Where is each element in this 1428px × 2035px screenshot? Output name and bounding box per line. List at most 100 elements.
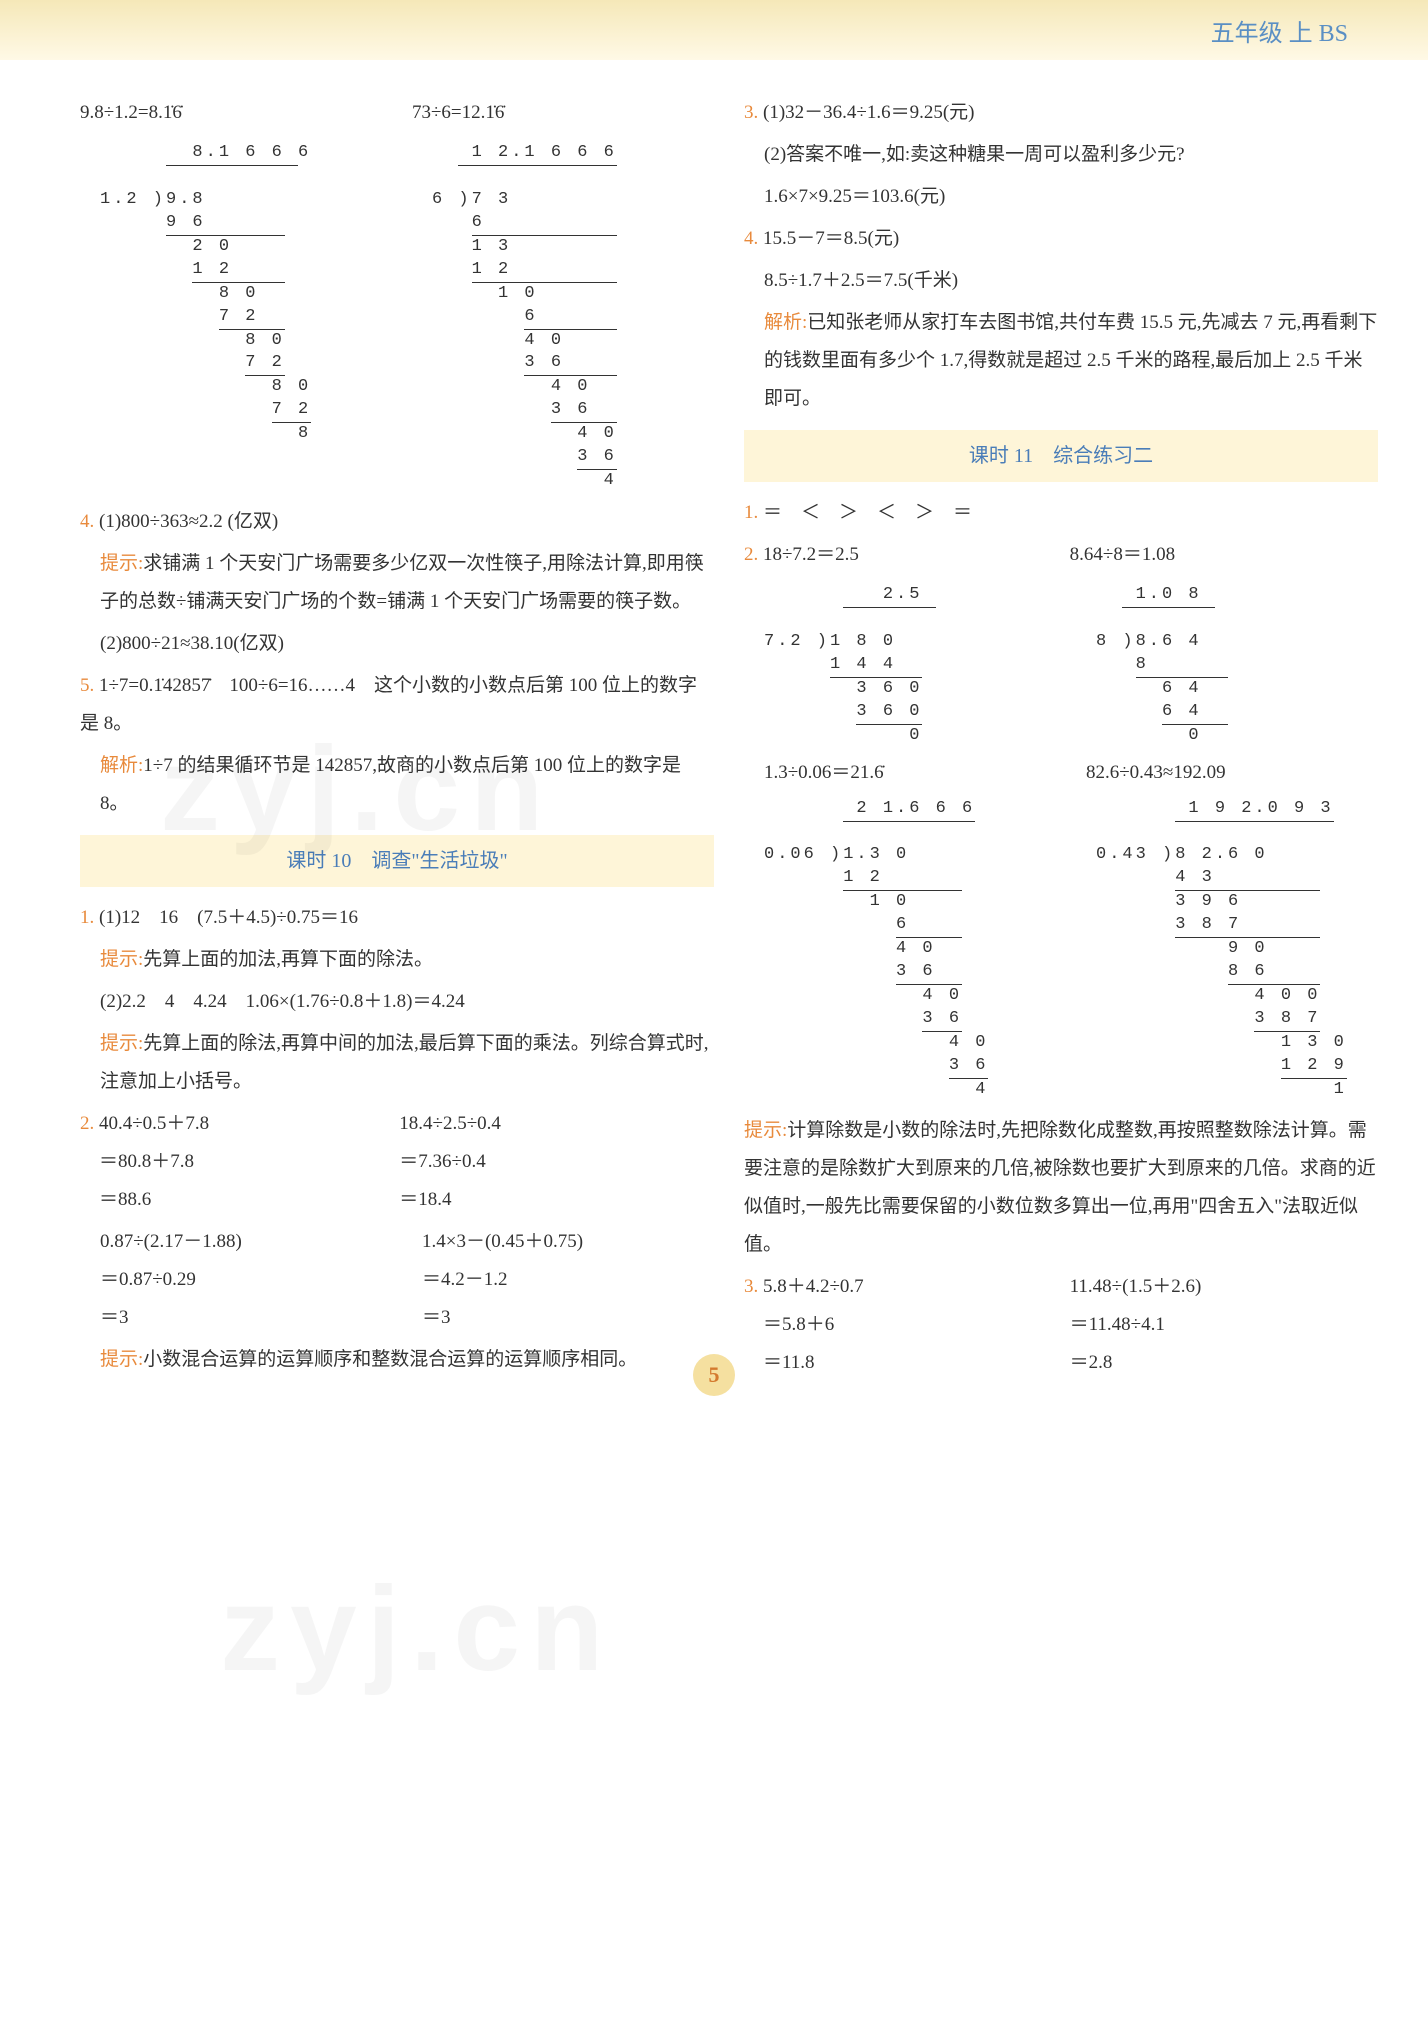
tip-block: 提示:计算除数是小数的除法时,先把除数化成整数,再按照整数除法计算。需要注意的是… xyxy=(744,1112,1378,1264)
answer-text: 15.5－7＝8.5(元) xyxy=(763,228,899,249)
calc-block: 40.4÷0.5＋7.8 ＝80.8＋7.8 ＝88.6 xyxy=(99,1105,369,1219)
answer-text: 8.5÷1.7＋2.5＝7.5(千米) xyxy=(744,262,1378,300)
page-header: 五年级 上 BS xyxy=(0,0,1428,60)
question-number: 2. xyxy=(80,1113,94,1134)
explain-block: 解析:已知张老师从家打车去图书馆,共付车费 15.5 元,先减去 7 元,再看剩… xyxy=(744,304,1378,418)
long-division: 1 9 2.0 9 3 0.43 )8 2.6 0 4 3 3 9 6 3 8 … xyxy=(1096,798,1378,1102)
answer-text: (2)答案不唯一,如:卖这种糖果一周可以盈利多少元? xyxy=(744,136,1378,174)
tip-block: 提示:求铺满 1 个天安门广场需要多少亿双一次性筷子,用除法计算,即用筷子的总数… xyxy=(80,545,714,621)
question-1: 1. ＝ ＜ ＞ ＜ ＞ ＝ xyxy=(744,494,1378,532)
section-title: 课时 10 调查"生活垃圾" xyxy=(80,835,714,887)
question-2: 2. 40.4÷0.5＋7.8 ＝80.8＋7.8 ＝88.6 18.4÷2.5… xyxy=(80,1105,714,1219)
question-number: 1. xyxy=(80,907,94,928)
calc-expr: 1.4×3－(0.45＋0.75) xyxy=(422,1223,714,1261)
long-division-pair: 8.1 6 6 6 1.2 )9.8 9 6 2 0 1 2 8 0 7 2 8… xyxy=(80,136,714,499)
tip-block: 提示:先算上面的加法,再算下面的除法。 xyxy=(80,941,714,979)
calc-block: 1.4×3－(0.45＋0.75) ＝4.2－1.2 ＝3 xyxy=(422,1223,714,1337)
answer-text: (1)800÷363≈2.2 (亿双) xyxy=(99,511,278,532)
tip-text: 先算上面的除法,再算中间的加法,最后算下面的乘法。列综合算式时,注意加上小括号。 xyxy=(100,1033,709,1092)
question-number: 1. xyxy=(744,502,758,523)
calc-step: ＝5.8＋6 xyxy=(763,1306,1040,1344)
calc-step: ＝18.4 xyxy=(399,1181,669,1219)
answer-text: (2)2.2 4 4.24 1.06×(1.76÷0.8＋1.8)＝4.24 xyxy=(80,983,714,1021)
calc-step: ＝11.48÷4.1 xyxy=(1070,1306,1347,1344)
long-division-pair: 2.5 7.2 )1 8 0 1 4 4 3 6 0 3 6 0 0 1.0 8… xyxy=(744,578,1378,754)
explain-block: 解析:1÷7 的结果循环节是 142857,故商的小数点后第 100 位上的数字… xyxy=(80,747,714,823)
explain-label: 解析: xyxy=(764,312,807,333)
calc-block: 18.4÷2.5÷0.4 ＝7.36÷0.4 ＝18.4 xyxy=(399,1105,669,1219)
top-equations-row: 9.8÷1.2=8.1̇6̇ 73÷6=12.1̇6̇ xyxy=(80,90,714,136)
tip-block: 提示:小数混合运算的运算顺序和整数混合运算的运算顺序相同。 xyxy=(80,1341,714,1379)
equation: 18÷7.2＝2.5 xyxy=(763,536,1040,574)
explain-text: 1÷7 的结果循环节是 142857,故商的小数点后第 100 位上的数字是 8… xyxy=(100,755,681,814)
tip-text: 计算除数是小数的除法时,先把除数化成整数,再按照整数除法计算。需要注意的是除数扩… xyxy=(744,1120,1376,1255)
tip-text: 小数混合运算的运算顺序和整数混合运算的运算顺序相同。 xyxy=(143,1349,637,1370)
question-1: 1. (1)12 16 (7.5＋4.5)÷0.75＝16 xyxy=(80,899,714,937)
equation: 8.64÷8＝1.08 xyxy=(1070,536,1347,574)
equation: 9.8÷1.2=8.1̇6̇ xyxy=(80,94,382,132)
question-number: 2. xyxy=(744,544,758,565)
question-3: 3. 5.8＋4.2÷0.7 ＝5.8＋6 ＝11.8 11.48÷(1.5＋2… xyxy=(744,1268,1378,1382)
question-2: 2. 18÷7.2＝2.5 8.64÷8＝1.08 xyxy=(744,536,1378,574)
tip-text: 求铺满 1 个天安门广场需要多少亿双一次性筷子,用除法计算,即用筷子的总数÷铺满… xyxy=(100,553,704,612)
calc-step: ＝3 xyxy=(100,1299,392,1337)
explain-text: 已知张老师从家打车去图书馆,共付车费 15.5 元,先减去 7 元,再看剩下的钱… xyxy=(764,312,1377,409)
calc-expr: 11.48÷(1.5＋2.6) xyxy=(1070,1268,1347,1306)
calc-step: ＝4.2－1.2 xyxy=(422,1261,714,1299)
question-5: 5. 1÷7=0.1̇42857̇ 100÷6=16……4 这个小数的小数点后第… xyxy=(80,667,714,743)
calc-expr: 5.8＋4.2÷0.7 xyxy=(763,1268,1040,1306)
long-division: 1 2.1 6 6 6 6 )7 3 6 1 3 1 2 1 0 6 4 0 3… xyxy=(432,142,714,493)
calc-row: 0.87÷(2.17－1.88) ＝0.87÷0.29 ＝3 1.4×3－(0.… xyxy=(80,1223,714,1337)
tip-label: 提示: xyxy=(744,1120,787,1141)
long-division: 1.0 8 8 )8.6 4 8 6 4 6 4 0 xyxy=(1096,584,1378,748)
question-number: 5. xyxy=(80,675,94,696)
explain-label: 解析: xyxy=(100,755,143,776)
equation: 82.6÷0.43≈192.09 xyxy=(1086,754,1378,792)
page-content: 9.8÷1.2=8.1̇6̇ 73÷6=12.1̇6̇ 8.1 6 6 6 1.… xyxy=(0,60,1428,1406)
question-4: 4. (1)800÷363≈2.2 (亿双) xyxy=(80,503,714,541)
long-division: 8.1 6 6 6 1.2 )9.8 9 6 2 0 1 2 8 0 7 2 8… xyxy=(100,142,382,493)
calc-step: ＝3 xyxy=(422,1299,714,1337)
left-column: 9.8÷1.2=8.1̇6̇ 73÷6=12.1̇6̇ 8.1 6 6 6 1.… xyxy=(80,90,714,1386)
calc-block: 0.87÷(2.17－1.88) ＝0.87÷0.29 ＝3 xyxy=(100,1223,392,1337)
calc-step: ＝0.87÷0.29 xyxy=(100,1261,392,1299)
answer-text: 1.6×7×9.25＝103.6(元) xyxy=(744,178,1378,216)
long-division: 2.5 7.2 )1 8 0 1 4 4 3 6 0 3 6 0 0 xyxy=(764,584,1046,748)
calc-step: ＝80.8＋7.8 xyxy=(99,1143,369,1181)
tip-text: 先算上面的加法,再算下面的除法。 xyxy=(143,949,433,970)
answer-text: ＝ ＜ ＞ ＜ ＞ ＝ xyxy=(763,502,972,523)
long-division: 2 1.6 6 6 0.06 )1.3 0 1 2 1 0 6 4 0 3 6 … xyxy=(764,798,1046,1102)
question-3: 3. (1)32－36.4÷1.6＝9.25(元) xyxy=(744,94,1378,132)
calc-expr: 40.4÷0.5＋7.8 xyxy=(99,1105,369,1143)
tip-label: 提示: xyxy=(100,949,143,970)
answer-text: (2)800÷21≈38.10(亿双) xyxy=(80,625,714,663)
long-division-pair: 2 1.6 6 6 0.06 )1.3 0 1 2 1 0 6 4 0 3 6 … xyxy=(744,792,1378,1108)
tip-label: 提示: xyxy=(100,1349,143,1370)
calc-step: ＝7.36÷0.4 xyxy=(399,1143,669,1181)
header-text: 五年级 上 BS xyxy=(1211,13,1348,48)
question-number: 4. xyxy=(80,511,94,532)
question-number: 4. xyxy=(744,228,758,249)
answer-text: (1)32－36.4÷1.6＝9.25(元) xyxy=(763,102,975,123)
calc-expr: 18.4÷2.5÷0.4 xyxy=(399,1105,669,1143)
tip-label: 提示: xyxy=(100,1033,143,1054)
right-column: 3. (1)32－36.4÷1.6＝9.25(元) (2)答案不唯一,如:卖这种… xyxy=(744,90,1378,1386)
section-title: 课时 11 综合练习二 xyxy=(744,430,1378,482)
tip-label: 提示: xyxy=(100,553,143,574)
calc-block: 11.48÷(1.5＋2.6) ＝11.48÷4.1 ＝2.8 xyxy=(1070,1268,1347,1382)
watermark: zyj.cn xyxy=(220,1560,613,1698)
question-4: 4. 15.5－7＝8.5(元) xyxy=(744,220,1378,258)
tip-block: 提示:先算上面的除法,再算中间的加法,最后算下面的乘法。列综合算式时,注意加上小… xyxy=(80,1025,714,1101)
equation: 1.3÷0.06＝21.6̇ xyxy=(764,754,1056,792)
equation-row: 1.3÷0.06＝21.6̇ 82.6÷0.43≈192.09 xyxy=(744,754,1378,792)
calc-block: 5.8＋4.2÷0.7 ＝5.8＋6 ＝11.8 xyxy=(763,1268,1040,1382)
calc-step: ＝2.8 xyxy=(1070,1344,1347,1382)
calc-expr: 0.87÷(2.17－1.88) xyxy=(100,1223,392,1261)
calc-step: ＝11.8 xyxy=(763,1344,1040,1382)
question-number: 3. xyxy=(744,1276,758,1297)
equation: 73÷6=12.1̇6̇ xyxy=(412,94,714,132)
question-number: 3. xyxy=(744,102,758,123)
answer-text: 1÷7=0.1̇42857̇ 100÷6=16……4 这个小数的小数点后第 10… xyxy=(80,675,697,734)
calc-step: ＝88.6 xyxy=(99,1181,369,1219)
answer-text: (1)12 16 (7.5＋4.5)÷0.75＝16 xyxy=(99,907,358,928)
